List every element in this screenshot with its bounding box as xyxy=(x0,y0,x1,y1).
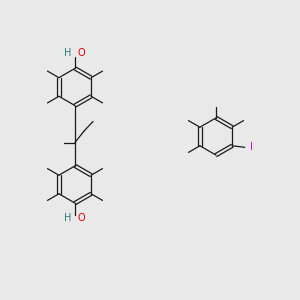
Text: H: H xyxy=(64,48,71,59)
Text: H: H xyxy=(64,213,71,223)
Text: O: O xyxy=(78,48,85,59)
Text: O: O xyxy=(78,213,85,223)
Text: I: I xyxy=(250,142,253,152)
